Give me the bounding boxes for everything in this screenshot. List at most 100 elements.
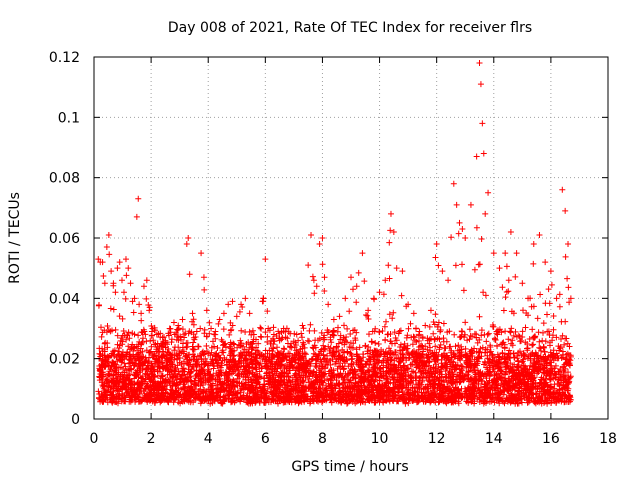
data-point-90 (445, 277, 452, 284)
data-point-69 (330, 316, 337, 323)
data-point-79 (387, 210, 394, 217)
data-point-84 (410, 310, 417, 317)
data-point-13 (122, 256, 129, 263)
data-point-2 (99, 259, 106, 266)
data-point-86 (422, 322, 429, 329)
data-point-72 (348, 274, 354, 281)
data-point-6 (108, 268, 115, 275)
data-point-107 (507, 228, 514, 235)
data-point-105 (496, 265, 503, 272)
data-point-97 (473, 153, 480, 160)
data-point-71 (342, 295, 349, 302)
data-point-103 (485, 189, 492, 196)
data-point-51 (250, 331, 257, 338)
data-point-88 (433, 241, 440, 248)
data-point-76 (370, 295, 377, 302)
data-point-83 (405, 301, 412, 308)
x-tick-label-2: 4 (204, 431, 213, 447)
data-point-117 (562, 207, 569, 214)
data-point-77 (376, 289, 383, 296)
y-tick-label-1: 0.02 (49, 352, 80, 368)
data-point-98 (476, 60, 483, 67)
data-point-40 (203, 307, 210, 314)
data-point-114 (547, 268, 554, 275)
x-tick-label-4: 8 (318, 431, 327, 447)
data-point-95 (462, 235, 469, 241)
data-point-59 (288, 340, 295, 347)
y-tick-labels: 0 0.02 0.04 0.06 0.08 0.1 0.12 (49, 50, 80, 428)
data-point-91 (450, 180, 457, 187)
data-point-45 (225, 301, 232, 308)
x-tick-label-9: 18 (599, 431, 617, 447)
data-point-61 (299, 322, 306, 329)
data-point-18 (133, 213, 140, 220)
x-axis-label: GPS time / hours (291, 459, 408, 475)
data-point-27 (158, 340, 165, 347)
data-point-81 (393, 265, 400, 272)
data-point-62 (305, 262, 312, 269)
data-point-21 (138, 310, 145, 317)
data-point-19 (135, 195, 142, 202)
x-tick-label-3: 6 (261, 431, 270, 447)
data-point-29 (166, 325, 173, 332)
data-point-87 (427, 307, 434, 314)
y-tick-label-4: 0.08 (49, 171, 80, 187)
data-point-48 (238, 301, 245, 308)
data-point-119 (567, 295, 574, 302)
data-point-24 (146, 304, 153, 311)
data-point-10 (116, 259, 123, 266)
data-point-113 (542, 259, 549, 266)
data-point-67 (319, 235, 326, 241)
data-point-106 (502, 250, 509, 257)
data-point-44 (220, 310, 227, 317)
data-point-14 (125, 265, 132, 272)
data-point-25 (149, 325, 156, 332)
data-point-47 (233, 313, 240, 320)
data-point-57 (276, 337, 283, 344)
data-point-33 (183, 241, 190, 248)
data-point-100 (479, 120, 486, 127)
data-point-55 (265, 325, 272, 332)
data-point-60 (293, 331, 300, 338)
axis-ticks (93, 56, 609, 420)
data-point-3 (101, 280, 108, 287)
x-tick-label-0: 0 (90, 431, 99, 447)
data-point-52 (255, 340, 262, 347)
data-point-30 (170, 319, 177, 326)
data-point-104 (490, 250, 497, 257)
y-tick-label-3: 0.06 (49, 231, 80, 247)
data-point-0 (95, 256, 102, 263)
data-point-49 (242, 295, 249, 302)
data-point-56 (270, 331, 277, 338)
data-point-32 (179, 316, 186, 323)
data-point-115 (553, 295, 560, 302)
data-point-89 (439, 268, 446, 275)
data-point-17 (131, 295, 138, 302)
data-point-43 (216, 316, 223, 323)
x-tick-label-6: 12 (428, 431, 446, 447)
data-point-23 (143, 277, 150, 284)
data-point-7 (110, 280, 117, 287)
x-tick-labels: 0 2 4 6 8 10 12 14 16 18 (90, 431, 617, 447)
data-point-42 (212, 328, 219, 335)
data-point-16 (129, 298, 136, 305)
data-point-102 (482, 210, 489, 217)
data-point-34 (185, 235, 192, 241)
data-point-38 (198, 250, 205, 257)
data-point-39 (200, 274, 207, 281)
data-point-26 (153, 331, 160, 338)
data-point-20 (136, 301, 143, 308)
data-point-8 (112, 289, 119, 296)
data-point-5 (105, 231, 112, 238)
data-point-31 (175, 322, 182, 329)
data-point-12 (120, 289, 127, 296)
data-point-37 (193, 328, 200, 335)
data-point-35 (186, 271, 193, 278)
y-tick-label-5: 0.1 (58, 110, 80, 126)
y-tick-label-0: 0 (71, 412, 80, 428)
data-point-53 (259, 298, 266, 305)
data-point-73 (353, 283, 360, 290)
data-point-68 (325, 301, 332, 308)
